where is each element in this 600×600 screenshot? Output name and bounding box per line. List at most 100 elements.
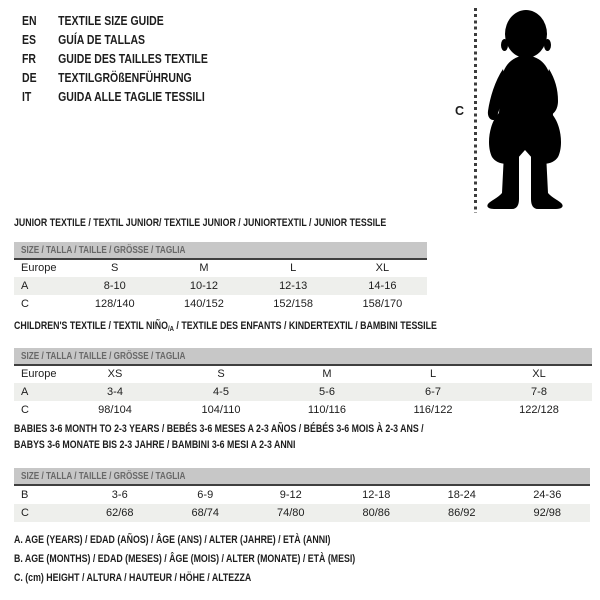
size-table: SIZE / TALLA / TAILLE / GRÖSSE / TAGLIA E… [14,348,592,419]
size-bar-row: SIZE / TALLA / TAILLE / GRÖSSE / TAGLIA [14,468,591,486]
language-title: GUIDE DES TAILLES TEXTILE [58,52,208,66]
section-heading: CHILDREN'S TEXTILE / TEXTIL NIÑO/A / TEX… [14,321,592,334]
size-column-header: M [199,262,209,274]
size-column-header: S [217,368,225,380]
legend-note-line: A. AGE (YEARS) / EDAD (AÑOS) / ÂGE (ANS)… [14,534,331,546]
table-row: C 98/104 104/110 110/116 116/122 122/128 [14,401,592,419]
section-heading-line: BABYS 3-6 MONATE BIS 2-3 JAHRE / BAMBINI… [14,438,475,454]
size-value-cell: 74/80 [248,504,334,522]
row-label-cell: A [14,383,62,401]
language-row: DE TEXTILGRÖßENFÜHRUNG [22,69,208,88]
section-heading-line: JUNIOR TEXTILE / TEXTIL JUNIOR/ TEXTILE … [14,218,386,229]
section-heading-line: CHILDREN'S TEXTILE / TEXTIL NIÑO/A / TEX… [14,321,476,334]
size-bar-text: SIZE / TALLA / TAILLE / GRÖSSE / TAGLIA [21,243,186,256]
language-row: EN TEXTILE SIZE GUIDE [22,12,208,31]
size-value-cell: 3-4 [62,383,168,401]
size-column-header: M [322,368,332,380]
size-value-cell: 92/98 [504,504,591,522]
language-code: ES [22,33,37,47]
size-value-cell: 152/158 [273,297,314,310]
language-list: EN TEXTILE SIZE GUIDE ES GUÍA DE TALLAS FR GU… [22,12,243,107]
size-bar-cell: SIZE / TALLA / TAILLE / GRÖSSE / TAGLIA [14,348,592,366]
size-column-header: L [290,262,297,274]
heading-text: BABIES 3-6 MONTH TO 2-3 YEARS / BEBÉS 3-… [14,423,424,435]
legend-note-line: C. (cm) HEIGHT / ALTURA / HAUTEUR / HÖHE… [14,572,252,584]
size-value-cell: 86/92 [419,504,505,522]
size-value-cell: 140/152 [184,297,224,310]
size-column-header: S [111,262,119,274]
row-label-cell: A [14,277,71,295]
size-table: SIZE / TALLA / TAILLE / GRÖSSE / TAGLIA E… [14,242,427,313]
size-bar-text: SIZE / TALLA / TAILLE / GRÖSSE / TAGLIA [21,349,186,362]
table-row: C 62/68 68/74 74/80 80/86 86/92 92/98 [14,504,591,522]
language-title: TEXTILGRÖßENFÜHRUNG [58,71,192,85]
heading-text: / TEXTILE DES ENFANTS / KINDERTEXTIL / B… [173,320,437,332]
size-bar-text: SIZE / TALLA / TAILLE / GRÖSSE / TAGLIA [21,469,186,482]
section-heading: BABIES 3-6 MONTH TO 2-3 YEARS / BEBÉS 3-… [14,422,590,453]
size-column-header: XL [532,368,546,380]
section-heading-line: BABIES 3-6 MONTH TO 2-3 YEARS / BEBÉS 3-… [14,422,475,438]
size-bar-row: SIZE / TALLA / TAILLE / GRÖSSE / TAGLIA [14,242,427,260]
language-code: IT [22,90,32,104]
size-value-cell: 110/116 [307,403,347,416]
heading-text: CHILDREN'S TEXTILE / TEXTIL NIÑO [14,320,168,332]
baby-silhouette-icon [487,10,563,209]
size-value-cell: 5-6 [274,383,380,401]
legend-notes: A. AGE (YEARS) / EDAD (AÑOS) / ÂGE (ANS)… [14,531,441,588]
size-value-cell: 8-10 [70,277,160,295]
size-value-cell: 24-36 [533,488,562,501]
heading-text: JUNIOR TEXTILE / TEXTIL JUNIOR/ TEXTILE … [14,217,387,229]
language-row: IT GUIDA ALLE TAGLIE TESSILI [22,88,208,107]
language-code: FR [22,52,37,66]
language-code: DE [22,71,37,85]
size-value-cell: 12-13 [248,277,338,295]
heading-text: BABYS 3-6 MONATE BIS 2-3 JAHRE / BAMBINI… [14,438,296,451]
column-header-row: Europe XS S M L XL [14,365,592,383]
size-value-cell: 62/68 [77,504,163,522]
table-row: A 8-10 10-12 12-13 14-16 [14,277,427,295]
size-bar-cell: SIZE / TALLA / TAILLE / GRÖSSE / TAGLIA [14,242,427,260]
section-babies-textile: BABIES 3-6 MONTH TO 2-3 YEARS / BEBÉS 3-… [14,422,591,522]
section-junior-textile: JUNIOR TEXTILE / TEXTIL JUNIOR/ TEXTILE … [14,218,479,313]
size-bar-cell: SIZE / TALLA / TAILLE / GRÖSSE / TAGLIA [14,468,591,486]
size-bar-row: SIZE / TALLA / TAILLE / GRÖSSE / TAGLIA [14,348,592,366]
size-value-cell: 3-6 [111,488,128,501]
row-label-cell: B [21,488,29,501]
section-heading: JUNIOR TEXTILE / TEXTIL JUNIOR/ TEXTILE … [14,218,479,229]
language-title: TEXTILE SIZE GUIDE [58,14,164,28]
size-column-header: XS [107,368,123,380]
language-title: GUÍA DE TALLAS [58,33,146,47]
size-value-cell: 7-8 [486,383,592,401]
heading-text: /A [167,324,174,333]
row-label-cell: C [21,297,29,310]
table-row: A 3-4 4-5 5-6 6-7 7-8 [14,383,592,401]
region-header-cell: Europe [21,262,57,274]
size-value-cell: 18-24 [447,488,476,501]
language-code: EN [22,14,37,28]
size-value-cell: 12-18 [362,488,391,501]
size-table: SIZE / TALLA / TAILLE / GRÖSSE / TAGLIA B… [14,468,591,522]
height-label: C [455,104,465,118]
language-row: ES GUÍA DE TALLAS [22,31,208,50]
size-value-cell: 14-16 [337,277,427,295]
row-label-cell: C [14,504,77,522]
size-column-header: XL [375,262,390,274]
size-value-cell: 116/122 [413,403,453,416]
size-value-cell: 6-9 [197,488,214,501]
size-value-cell: 80/86 [333,504,419,522]
legend-note-line: B. AGE (MONTHS) / EDAD (MESES) / ÂGE (MO… [14,553,356,565]
size-value-cell: 98/104 [98,403,132,416]
table-row: C 128/140 140/152 152/158 158/170 [14,295,427,313]
language-row: FR GUIDE DES TAILLES TEXTILE [22,50,208,69]
size-value-cell: 10-12 [159,277,249,295]
size-value-cell: 158/170 [362,297,403,310]
size-value-cell: 68/74 [162,504,248,522]
size-value-cell: 128/140 [94,297,135,310]
section-childrens-textile: CHILDREN'S TEXTILE / TEXTIL NIÑO/A / TEX… [14,321,592,419]
size-value-cell: 9-12 [279,488,302,501]
size-value-cell: 104/110 [201,403,241,416]
table-row: B 3-6 6-9 9-12 12-18 18-24 24-36 [14,485,590,504]
size-value-cell: 4-5 [168,383,274,401]
row-label-cell: C [21,403,29,416]
